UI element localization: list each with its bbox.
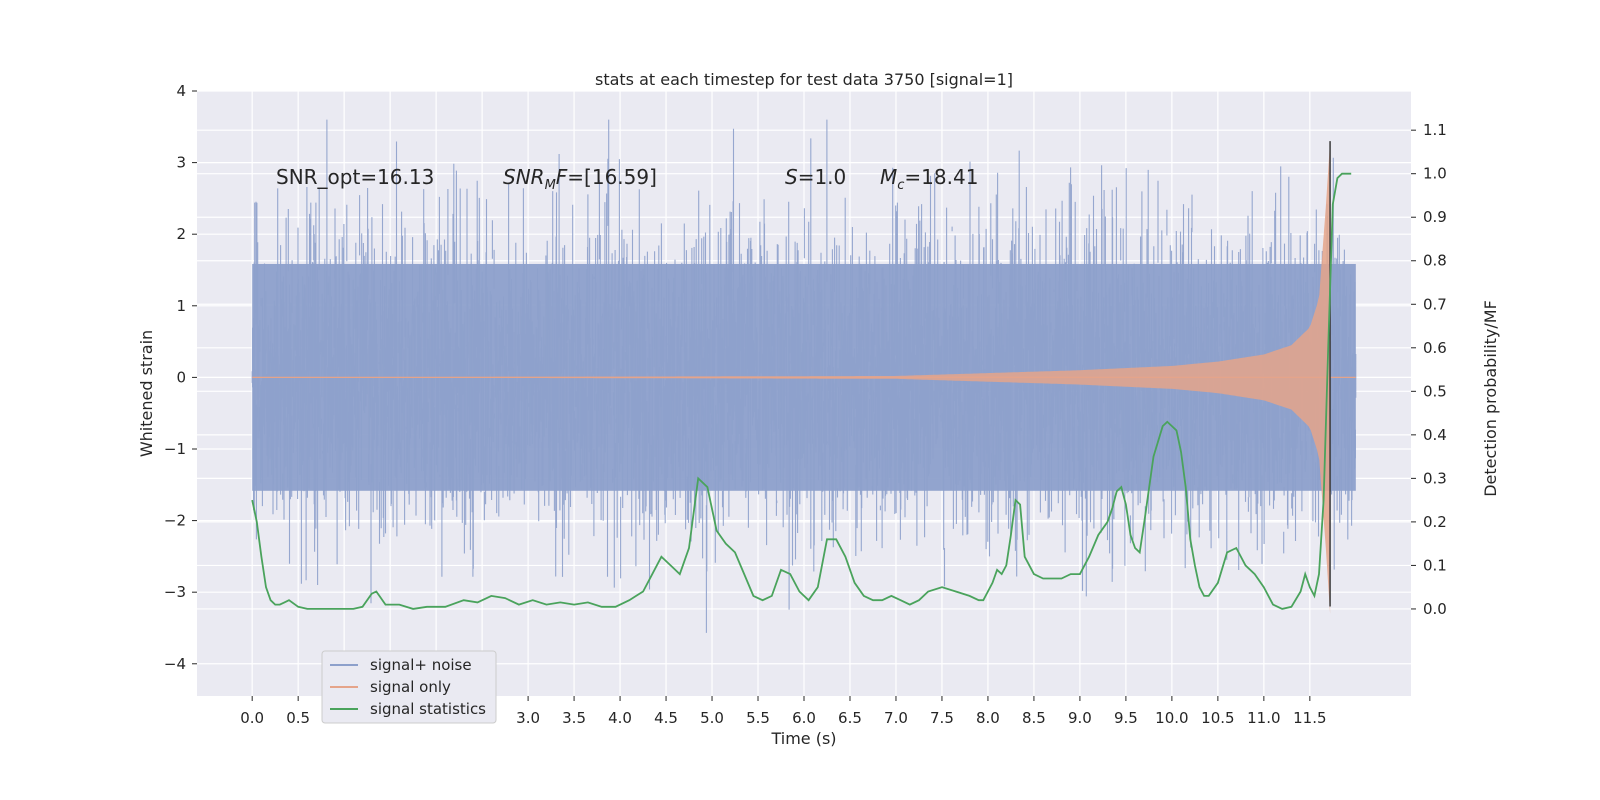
chart-title: stats at each timestep for test data 375… [595, 70, 1013, 89]
s-math: S [785, 165, 798, 189]
y-right-tick-label: 0.7 [1423, 295, 1447, 313]
mc-math: M [880, 165, 897, 189]
series-signal-only [252, 141, 1356, 614]
legend-label-signal-only: signal only [370, 678, 451, 696]
annotation-s: S=1.0 [785, 165, 846, 189]
y-right-tick-label: 0.1 [1423, 556, 1447, 574]
y-right-tick-label: 0.6 [1423, 339, 1447, 357]
snr-mf-math2: F [556, 165, 568, 189]
series-signal-statistics [251, 172, 1352, 610]
snr-mf-value: =[16.59] [567, 165, 657, 189]
y-right-tick-label: 0.5 [1423, 382, 1447, 400]
y-axis-right-label: Detection probability/MF [1481, 300, 1500, 497]
x-tick-label: 5.5 [746, 709, 770, 727]
x-tick-label: 5.0 [700, 709, 724, 727]
y-right-tick-label: 0.3 [1423, 469, 1447, 487]
x-tick-label: 10.5 [1201, 709, 1234, 727]
x-tick-label: 7.5 [930, 709, 954, 727]
annotation-snr-mf: SNRMF=[16.59] [503, 165, 657, 193]
x-tick-label: 10.0 [1155, 709, 1188, 727]
x-axis-label: Time (s) [770, 729, 836, 748]
y-tick-label: −4 [164, 655, 186, 673]
y-right-tick-label: 1.1 [1423, 121, 1447, 139]
annotation-mc: Mc=18.41 [880, 165, 978, 193]
x-tick-label: 3.5 [562, 709, 586, 727]
y-right-tick-label: 1.0 [1423, 165, 1447, 183]
statistics-line [251, 172, 1352, 610]
annotation-snr-opt: SNR_opt=16.13 [276, 165, 434, 189]
x-tick-label: 4.5 [654, 709, 678, 727]
y-tick-label: 2 [176, 225, 186, 243]
mc-value: =18.41 [904, 165, 978, 189]
y-tick-label: 1 [176, 297, 186, 315]
x-tick-label: 0.5 [286, 709, 310, 727]
y-right-tick-label: 0.2 [1423, 513, 1447, 531]
x-tick-label: 11.0 [1247, 709, 1280, 727]
x-tick-label: 0.0 [240, 709, 264, 727]
legend: signal+ noise signal only signal statist… [321, 650, 497, 724]
y-tick-label: 0 [176, 368, 186, 386]
y-axis-label: Whitened strain [137, 330, 156, 457]
x-tick-label: 8.0 [976, 709, 1000, 727]
snr-mf-subscript: M [545, 178, 556, 193]
x-tick-label: 9.5 [1114, 709, 1138, 727]
x-tick-label: 9.0 [1068, 709, 1092, 727]
s-value: =1.0 [798, 165, 847, 189]
x-tick-label: 7.0 [884, 709, 908, 727]
x-tick-label: 4.0 [608, 709, 632, 727]
y-tick-label: 3 [176, 154, 186, 172]
legend-label-signal-noise: signal+ noise [370, 656, 472, 674]
x-tick-label: 3.0 [516, 709, 540, 727]
y-right-tick-label: 0.9 [1423, 208, 1447, 226]
y-tick-label: −3 [164, 583, 186, 601]
x-tick-label: 6.5 [838, 709, 862, 727]
y-tick-label: −2 [164, 512, 186, 530]
snr-mf-math: SNR [503, 165, 545, 189]
legend-label-signal-statistics: signal statistics [370, 700, 486, 718]
y-tick-label: −1 [164, 440, 186, 458]
y-right-tick-label: 0.0 [1423, 600, 1447, 618]
axis-layer: 0.00.51.01.52.02.53.03.54.04.55.05.56.06… [164, 82, 1447, 727]
x-tick-label: 6.0 [792, 709, 816, 727]
y-right-tick-label: 0.4 [1423, 426, 1447, 444]
x-tick-label: 8.5 [1022, 709, 1046, 727]
y-right-tick-label: 0.8 [1423, 252, 1447, 270]
y-tick-label: 4 [176, 82, 186, 100]
mc-subscript: c [897, 178, 904, 193]
x-tick-label: 11.5 [1293, 709, 1326, 727]
legend-box [321, 650, 497, 724]
